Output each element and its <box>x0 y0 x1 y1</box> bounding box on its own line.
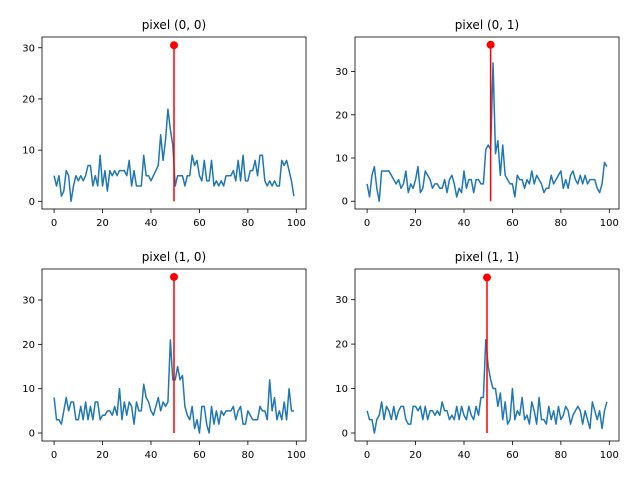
x-tick-label: 0 <box>51 218 57 229</box>
subplot-1: pixel (0, 1) 0 20 40 60 80 100 0 10 20 30 <box>335 18 620 229</box>
series-line <box>366 62 608 202</box>
stem-marker <box>486 40 495 49</box>
x-tick-label: 80 <box>555 218 568 229</box>
x-tick-label: 60 <box>506 450 519 461</box>
y-tick-label: 10 <box>22 146 35 157</box>
x-tick-label: 0 <box>364 218 370 229</box>
y-tick-label: 20 <box>335 340 348 351</box>
y-tick-label: 30 <box>335 295 348 306</box>
x-tick-label: 40 <box>458 450 471 461</box>
axes-frame <box>354 36 620 210</box>
x-tick-label: 20 <box>409 450 422 461</box>
stem-marker <box>170 272 178 281</box>
subplot-title: pixel (0, 1) <box>455 18 519 32</box>
x-tick-label: 60 <box>193 450 206 461</box>
y-tick-label: 10 <box>335 384 348 395</box>
subplot-title: pixel (0, 0) <box>142 18 206 32</box>
y-tick-label: 0 <box>29 197 35 208</box>
x-tick-label: 20 <box>96 450 109 461</box>
x-tick-label: 40 <box>458 218 471 229</box>
x-tick-label: 100 <box>287 450 306 461</box>
subplot-title: pixel (1, 0) <box>142 250 206 264</box>
stem-marker <box>483 273 491 282</box>
axes-frame <box>354 268 620 442</box>
axes-frame <box>41 36 307 210</box>
stem-marker <box>170 41 178 50</box>
x-tick-label: 0 <box>51 450 57 461</box>
x-tick-label: 80 <box>242 450 255 461</box>
y-tick-label: 10 <box>22 384 35 395</box>
y-tick-label: 30 <box>22 296 35 307</box>
y-tick-label: 20 <box>335 110 348 121</box>
x-tick-label: 80 <box>555 450 568 461</box>
subplot-title: pixel (1, 1) <box>455 250 519 264</box>
y-tick-label: 30 <box>22 43 35 54</box>
subplot-3: pixel (1, 1) 0 20 40 60 80 100 0 10 20 30 <box>335 250 620 461</box>
x-tick-label: 60 <box>506 218 519 229</box>
y-tick-label: 0 <box>29 429 35 440</box>
y-tick-label: 0 <box>342 197 348 208</box>
x-tick-label: 40 <box>145 218 158 229</box>
x-tick-label: 40 <box>145 450 158 461</box>
y-tick-label: 10 <box>335 154 348 165</box>
x-tick-label: 0 <box>364 450 370 461</box>
y-tick-label: 0 <box>342 429 348 440</box>
y-tick-label: 20 <box>22 340 35 351</box>
axes-frame <box>41 268 307 442</box>
x-tick-label: 60 <box>193 218 206 229</box>
y-tick-label: 30 <box>335 67 348 78</box>
x-tick-label: 20 <box>96 218 109 229</box>
x-tick-label: 80 <box>242 218 255 229</box>
x-tick-label: 100 <box>600 450 619 461</box>
x-tick-label: 20 <box>409 218 422 229</box>
subplot-0: pixel (0, 0) 0 20 40 60 80 100 0 10 20 30 <box>22 18 307 229</box>
subplot-2: pixel (1, 0) 0 20 40 60 80 100 0 10 20 30 <box>22 250 307 461</box>
x-tick-label: 100 <box>287 218 306 229</box>
y-tick-label: 20 <box>22 94 35 105</box>
x-tick-label: 100 <box>600 218 619 229</box>
